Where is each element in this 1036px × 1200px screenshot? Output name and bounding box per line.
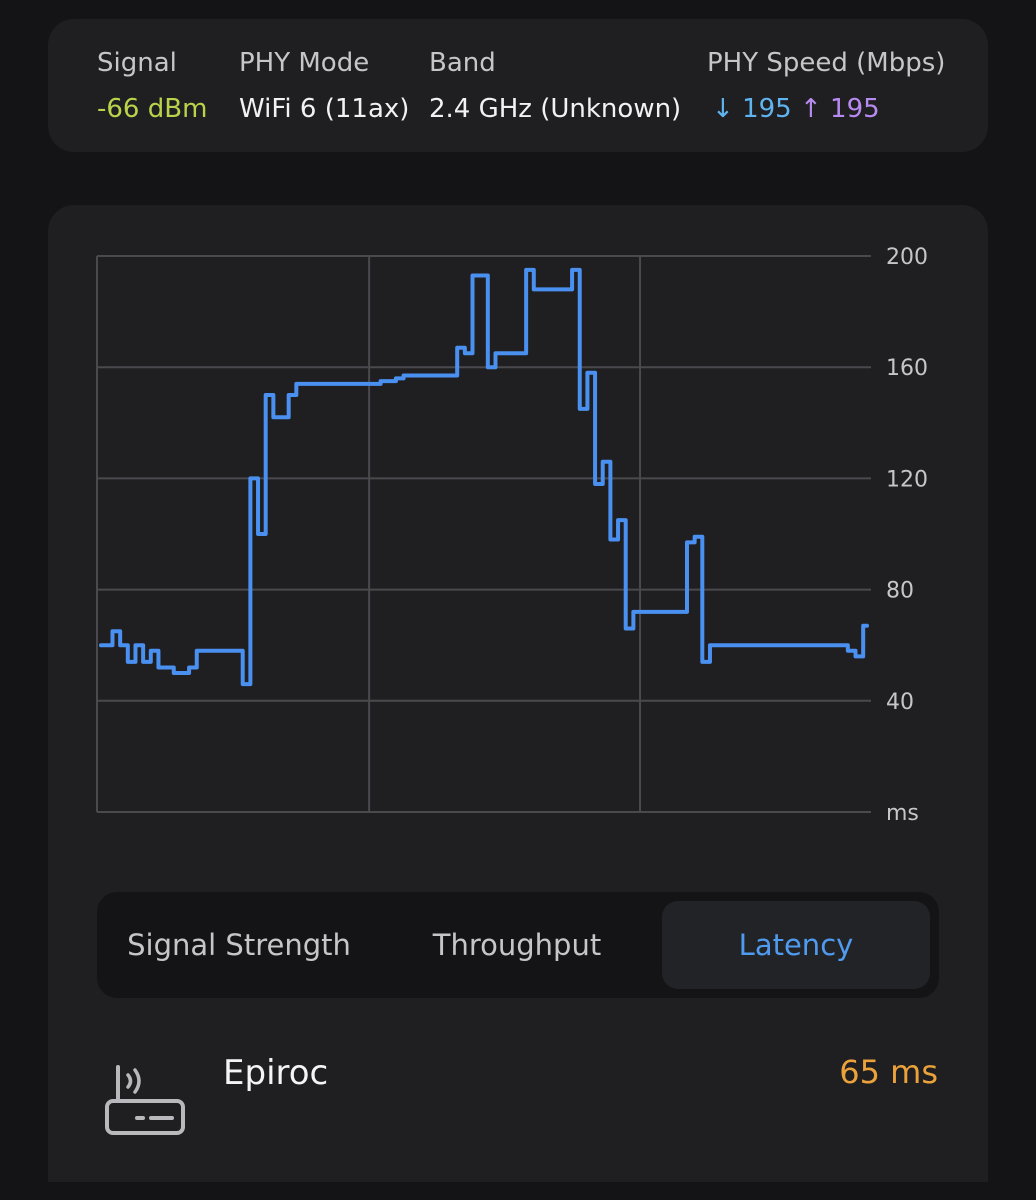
- latency-chart: 200 160 120 80 40 ms: [96, 245, 928, 826]
- router-icon: [105, 1065, 185, 1135]
- connection-info-card: Signal -66 dBm PHY Mode WiFi 6 (11ax) Ba…: [48, 19, 988, 152]
- arrow-up-icon: ↑: [799, 94, 822, 124]
- latency-series-line: [99, 267, 869, 687]
- y-tick-label: 200: [886, 245, 928, 270]
- chart-card: 200 160 120 80 40 ms Signal Strength Throughp…: [48, 205, 988, 1182]
- device-name: Epiroc: [223, 1053, 329, 1093]
- y-tick-label: 120: [886, 467, 928, 492]
- phy-speed-up: 195: [830, 94, 880, 124]
- tab-latency[interactable]: Latency: [662, 901, 930, 989]
- device-latency: 65 ms: [839, 1053, 938, 1091]
- phy-speed-label: PHY Speed (Mbps): [707, 48, 946, 78]
- band-value: 2.4 GHz (Unknown): [429, 94, 682, 124]
- y-tick-label: 80: [886, 579, 914, 604]
- phy-speed-value: ↓ 195 ↑ 195: [712, 94, 880, 124]
- y-unit-label: ms: [886, 801, 919, 826]
- y-tick-label: 40: [886, 690, 914, 715]
- tab-signal-strength[interactable]: Signal Strength: [127, 928, 351, 962]
- phy-mode-value: WiFi 6 (11ax): [239, 94, 410, 124]
- arrow-down-icon: ↓: [712, 94, 734, 124]
- phy-mode-label: PHY Mode: [239, 48, 370, 78]
- y-tick-label: 160: [886, 356, 928, 381]
- signal-value: -66 dBm: [97, 94, 208, 124]
- signal-label: Signal: [97, 48, 177, 78]
- tab-throughput[interactable]: Throughput: [432, 928, 602, 962]
- phy-speed-down: 195: [742, 94, 792, 124]
- chart-mode-selector: Signal Strength Throughput Latency: [97, 892, 939, 998]
- band-label: Band: [429, 48, 496, 78]
